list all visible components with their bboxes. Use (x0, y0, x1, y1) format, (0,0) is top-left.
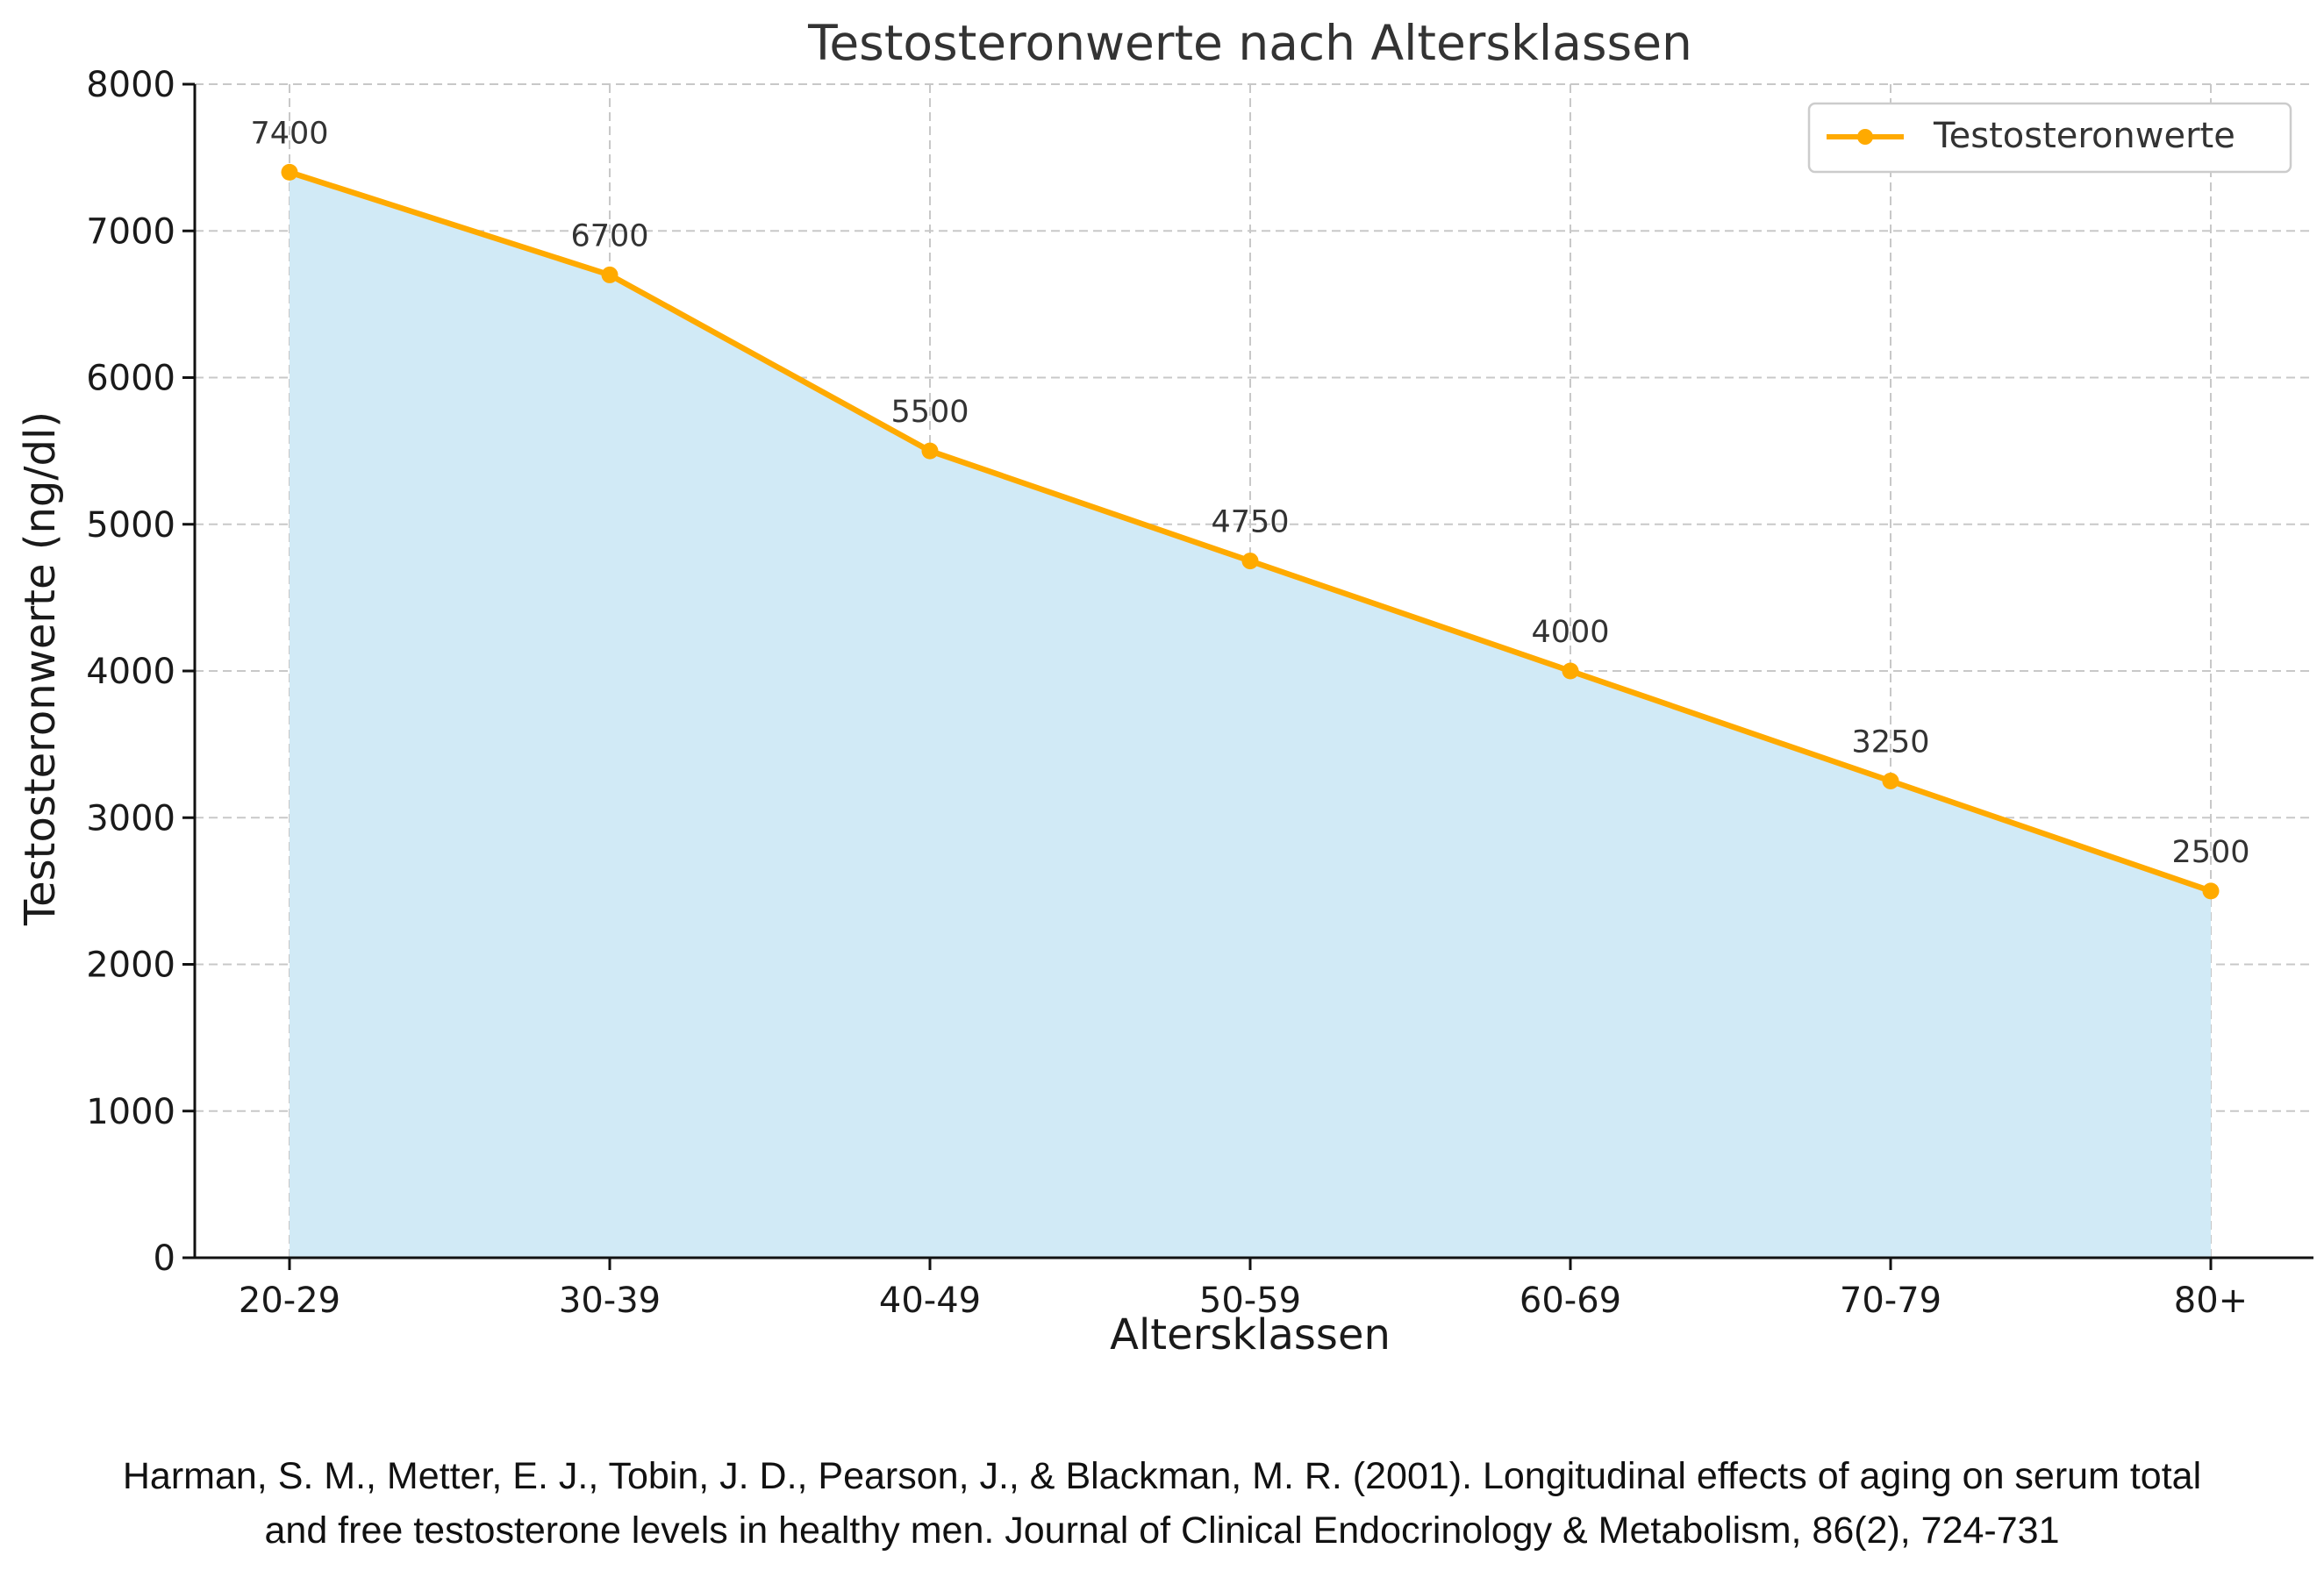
data-point (1882, 772, 1899, 789)
y-axis-title: Testosteronwerte (ng/dl) (16, 411, 65, 926)
data-point (281, 163, 298, 181)
x-tick-label: 40-49 (879, 1281, 981, 1321)
citation: Harman, S. M., Metter, E. J., Tobin, J. … (0, 1449, 2324, 1558)
x-axis-title: Altersklassen (1110, 1310, 1391, 1359)
data-label: 7400 (250, 116, 328, 151)
area-fill (290, 172, 2211, 1259)
y-tick-label: 8000 (86, 65, 175, 105)
x-tick-label: 60-69 (1520, 1281, 1621, 1321)
data-point (1562, 662, 1579, 680)
data-labels: 7400 6700 5500 4750 4000 3250 2500 (250, 116, 2249, 870)
citation-line-2: and free testosterone levels in healthy … (264, 1509, 2060, 1552)
data-label: 6700 (570, 218, 648, 253)
chart-title: Testosteronwerte nach Altersklassen (807, 15, 1692, 71)
y-tick-label: 4000 (86, 652, 175, 692)
x-tick-label: 20-29 (239, 1281, 340, 1321)
x-tick-label: 80+ (2174, 1281, 2248, 1321)
data-label: 3250 (1851, 724, 1929, 760)
y-tick-label: 3000 (86, 798, 175, 838)
y-tick-label: 5000 (86, 505, 175, 546)
data-label: 4750 (1211, 505, 1289, 540)
data-label: 4000 (1531, 615, 1609, 650)
data-label: 5500 (890, 395, 969, 430)
x-tick-label: 70-79 (1840, 1281, 1941, 1321)
legend-box (1807, 102, 2292, 174)
citation-line-1: Harman, S. M., Metter, E. J., Tobin, J. … (122, 1455, 2202, 1497)
y-tick-label: 6000 (86, 359, 175, 399)
legend-point-marker (1857, 129, 1873, 145)
data-point (921, 442, 939, 460)
y-tick-label: 0 (154, 1238, 175, 1279)
x-tick-label: 30-39 (559, 1281, 661, 1321)
legend-label: Testosteronwerte (1933, 116, 2235, 156)
y-tick-label: 1000 (86, 1092, 175, 1132)
data-point (601, 266, 619, 283)
ticks: 0 1000 2000 3000 4000 5000 6000 7000 8000 20-29 30… (86, 65, 2248, 1321)
series (281, 163, 2220, 900)
data-point (1241, 553, 1259, 570)
data-label: 2500 (2171, 835, 2249, 870)
data-point (2202, 882, 2220, 900)
x-tick-label: 50-59 (1199, 1281, 1301, 1321)
y-tick-label: 7000 (86, 211, 175, 252)
y-tick-label: 2000 (86, 945, 175, 986)
legend: Testosteronwerte (1807, 102, 2292, 174)
